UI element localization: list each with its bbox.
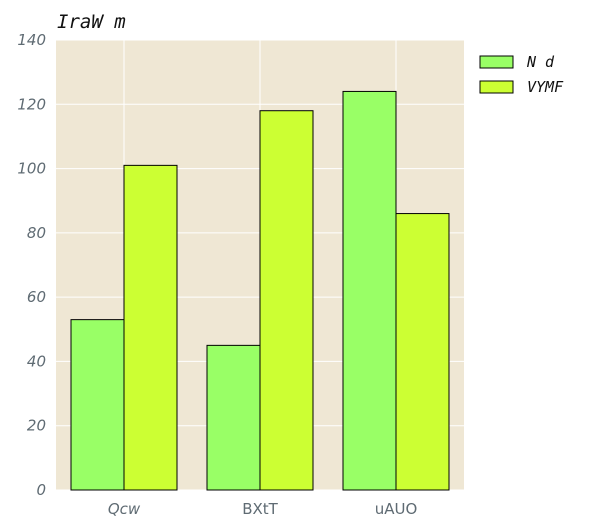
y-tick-label: 0 bbox=[36, 481, 46, 499]
bars bbox=[70, 90, 450, 491]
y-tick-label: 20 bbox=[27, 417, 46, 435]
y-axis-ticks: 0 20 40 60 80 100 120 140 bbox=[17, 31, 46, 499]
bar-N-d-Qcw bbox=[70, 319, 125, 491]
legend-swatch bbox=[479, 55, 514, 69]
chart-title: IraW m bbox=[57, 11, 126, 33]
y-tick-label: 100 bbox=[17, 160, 46, 178]
legend-swatch bbox=[479, 80, 514, 94]
x-tick-label: uAUO bbox=[375, 500, 418, 518]
bar-VYMF-Qcw bbox=[123, 164, 178, 491]
legend: N d VYMF bbox=[479, 53, 564, 96]
y-tick-label: 140 bbox=[17, 31, 46, 49]
y-tick-label: 120 bbox=[17, 95, 46, 113]
x-tick-label: Qcw bbox=[108, 500, 141, 518]
x-tick-label: BXtT bbox=[242, 500, 278, 518]
x-axis-ticks: Qcw BXtT uAUO bbox=[108, 500, 417, 518]
bar-VYMF-BXtT bbox=[259, 110, 314, 491]
y-tick-label: 80 bbox=[27, 224, 46, 242]
bar-N-d-BXtT bbox=[206, 344, 261, 491]
bar-N-d-uAUO bbox=[342, 90, 397, 491]
bar-VYMF-uAUO bbox=[395, 213, 450, 491]
y-tick-label: 60 bbox=[27, 288, 46, 306]
y-tick-label: 40 bbox=[27, 352, 46, 370]
legend-label: N d bbox=[526, 53, 555, 71]
legend-label: VYMF bbox=[527, 78, 564, 96]
